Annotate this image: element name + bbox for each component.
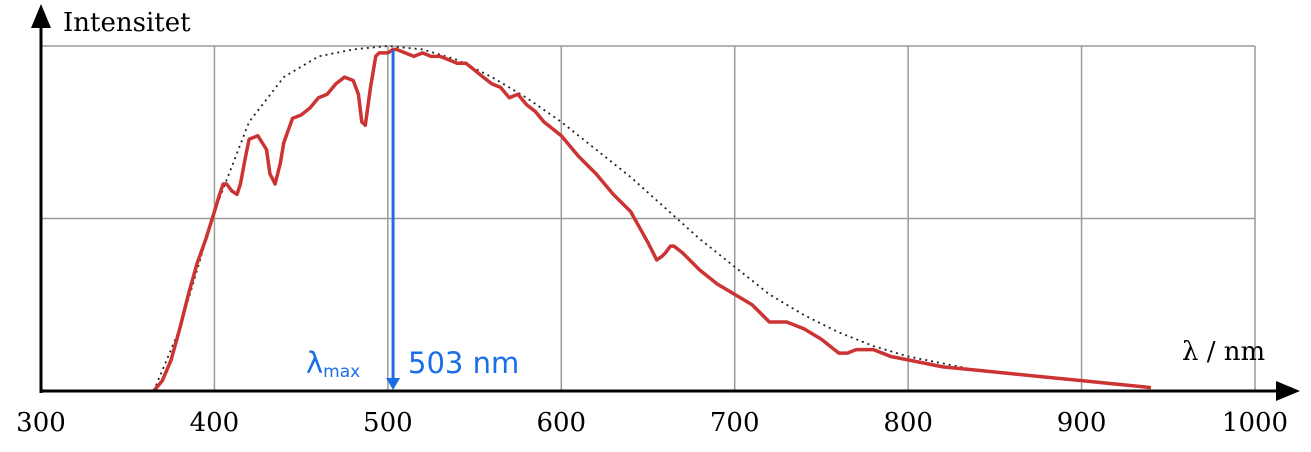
y-axis-label: Intensitet — [63, 8, 191, 38]
x-tick-900: 900 — [1057, 408, 1107, 438]
x-tick-600: 600 — [536, 408, 586, 438]
x-tick-700: 700 — [710, 408, 760, 438]
x-tick-400: 400 — [190, 408, 240, 438]
x-tick-labels: 300 400 500 600 700 800 900 1000 — [16, 408, 1288, 438]
x-tick-300: 300 — [16, 408, 66, 438]
x-tick-800: 800 — [883, 408, 933, 438]
x-axis-arrow — [1276, 381, 1300, 401]
lambda-max-label: λmax — [306, 346, 360, 382]
measured-spectrum-line — [152, 47, 1152, 393]
planck-fit-curve — [152, 45, 1151, 392]
peak-marker-arrow — [386, 378, 401, 390]
x-axis-label: λ / nm — [1182, 337, 1265, 367]
y-axis-arrow — [31, 4, 51, 28]
x-tick-500: 500 — [363, 408, 413, 438]
lambda-symbol: λ — [306, 346, 323, 380]
lambda-subscript: max — [323, 362, 360, 382]
x-tick-1000: 1000 — [1222, 408, 1288, 438]
series-layer — [152, 45, 1152, 393]
peak-value-label: 503 nm — [408, 346, 519, 380]
grid — [41, 45, 1256, 391]
